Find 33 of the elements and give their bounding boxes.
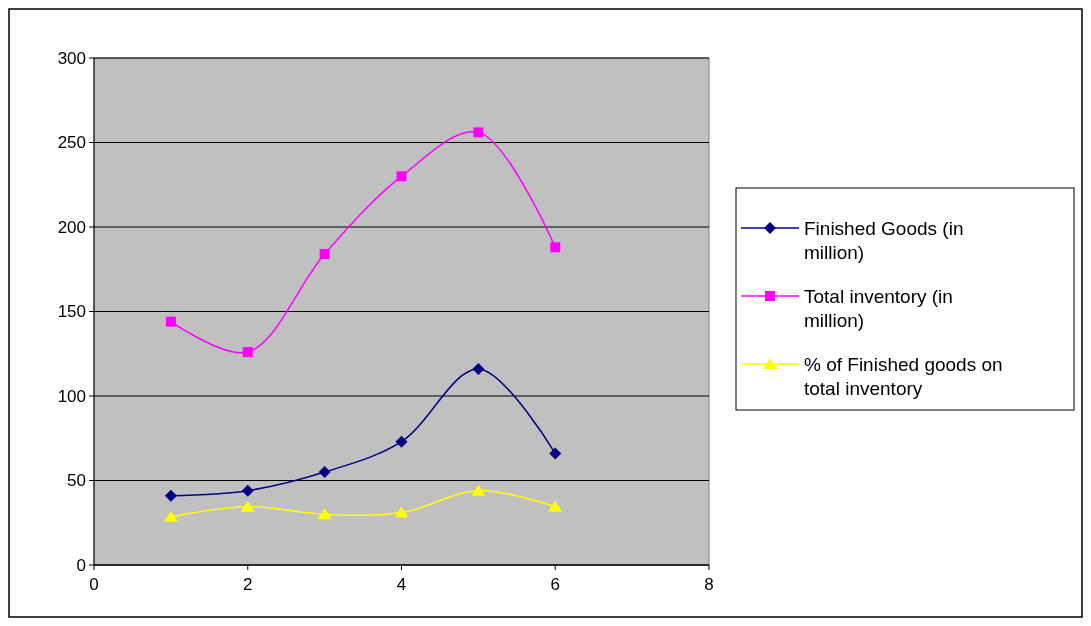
point bbox=[550, 242, 561, 253]
point bbox=[548, 500, 563, 512]
x-tick-label: 8 bbox=[704, 575, 714, 594]
point bbox=[473, 127, 484, 138]
y-tick-label: 0 bbox=[76, 555, 86, 575]
x-tick-label: 4 bbox=[396, 575, 407, 594]
y-tick-label: 300 bbox=[57, 48, 86, 68]
point bbox=[242, 347, 253, 358]
point bbox=[395, 435, 408, 448]
x-tick-label: 6 bbox=[550, 575, 560, 594]
legend-label: Finished Goods (in million) bbox=[804, 217, 964, 264]
point bbox=[394, 506, 409, 518]
point bbox=[163, 510, 178, 522]
y-tick-label: 150 bbox=[57, 302, 86, 322]
legend-label: Total inventory (in million) bbox=[804, 285, 953, 332]
legend-label: % of Finished goods on total inventory bbox=[804, 353, 1003, 400]
point bbox=[549, 447, 562, 460]
y-tick-label: 200 bbox=[57, 217, 86, 237]
point bbox=[165, 316, 176, 327]
y-tick-label: 250 bbox=[57, 133, 86, 153]
point bbox=[318, 466, 331, 479]
x-tick-label: 2 bbox=[243, 575, 253, 594]
point bbox=[319, 249, 330, 260]
point bbox=[317, 508, 332, 520]
point bbox=[472, 362, 485, 375]
point bbox=[164, 489, 177, 502]
point bbox=[241, 484, 254, 497]
point bbox=[240, 500, 255, 512]
x-tick-label: 0 bbox=[89, 575, 99, 594]
y-tick-label: 50 bbox=[67, 471, 86, 491]
point bbox=[396, 171, 407, 182]
y-tick-label: 100 bbox=[57, 386, 86, 406]
point bbox=[471, 484, 486, 496]
